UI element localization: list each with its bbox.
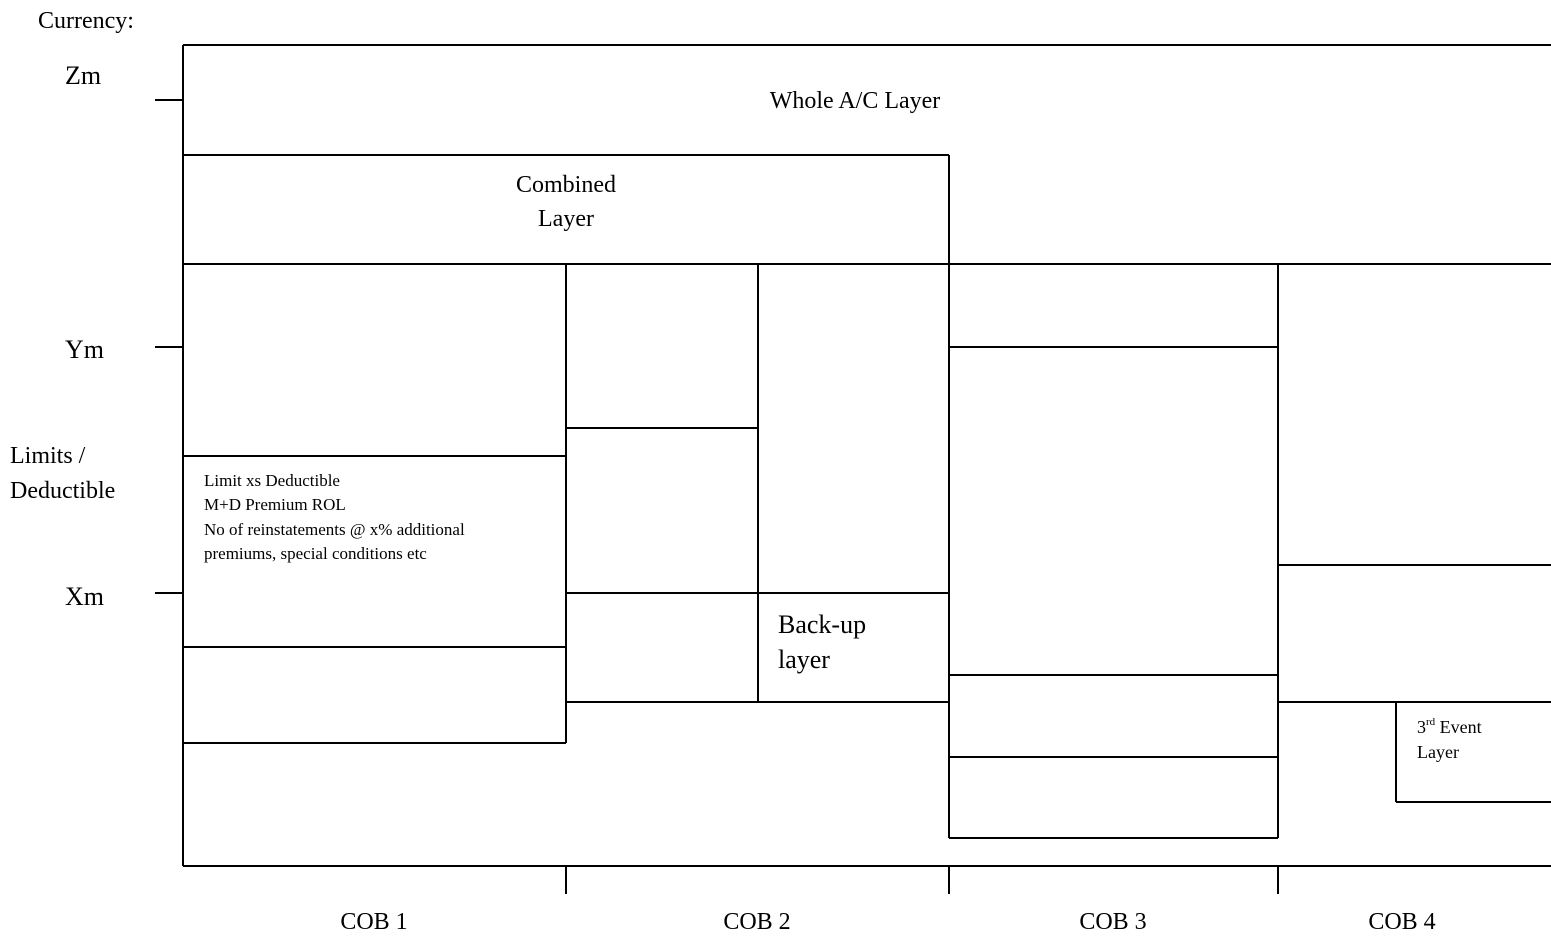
third-event-layer-label-line2: Layer <box>1417 742 1459 762</box>
cob1-detail-line-4: premiums, special conditions etc <box>204 544 427 563</box>
x-axis-label-cob3: COB 3 <box>1079 909 1146 935</box>
third-event-number: 3 <box>1417 717 1426 737</box>
third-event-suffix: rd <box>1426 716 1436 728</box>
backup-layer-label-line1: Back-up <box>778 610 866 639</box>
cob1-detail-line-2: M+D Premium ROL <box>204 495 346 514</box>
y-tick-label-ym: Ym <box>65 335 104 364</box>
x-axis-label-cob1: COB 1 <box>340 909 407 935</box>
y-tick-label-xm: Xm <box>65 582 104 611</box>
cob1-detail-line-1: Limit xs Deductible <box>204 471 340 490</box>
x-axis-label-cob4: COB 4 <box>1368 909 1435 935</box>
y-tick-label-zm: Zm <box>65 61 101 90</box>
cob1-detail-line-3: No of reinstatements @ x% additional <box>204 520 465 539</box>
third-event-layer-label-line1: 3rd Event <box>1417 716 1482 737</box>
combined-layer-label-line1: Combined <box>516 172 616 198</box>
backup-layer-label-line2: layer <box>778 645 830 674</box>
whole-ac-layer-label: Whole A/C Layer <box>770 88 941 114</box>
combined-layer-label-line2: Layer <box>538 206 594 232</box>
y-axis-title-line1: Limits / <box>10 443 86 469</box>
y-axis-title-line2: Deductible <box>10 478 115 504</box>
currency-label: Currency: <box>38 8 134 34</box>
x-axis-label-cob2: COB 2 <box>723 909 790 935</box>
third-event-word: Event <box>1435 717 1482 737</box>
